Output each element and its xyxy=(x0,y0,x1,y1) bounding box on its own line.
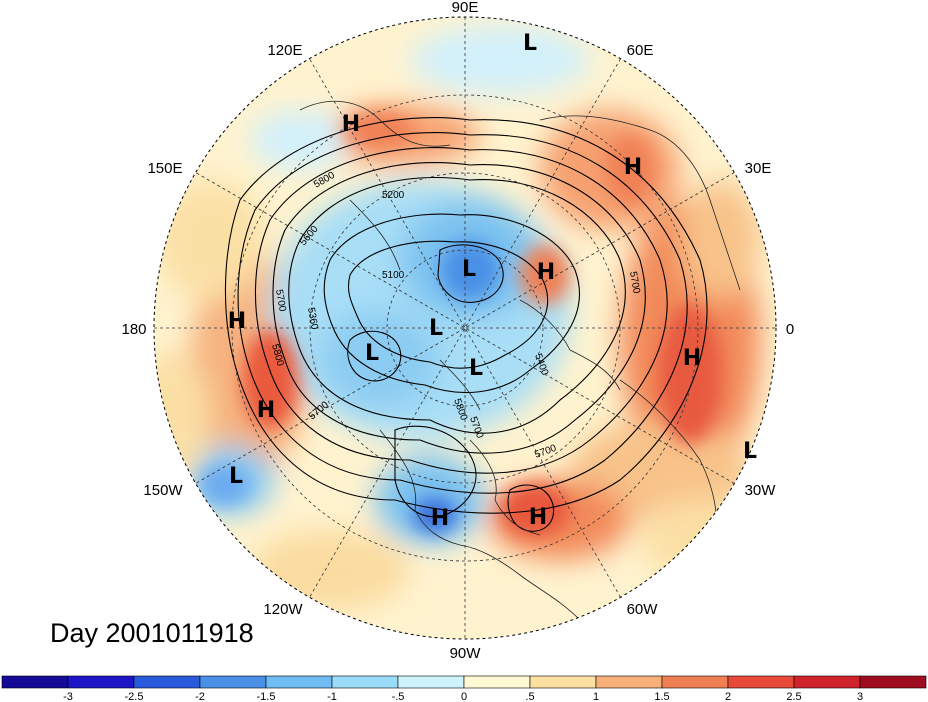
colorbar-box xyxy=(595,675,663,689)
low-center-label: L xyxy=(229,464,243,489)
colorbar-box xyxy=(793,675,861,689)
colorbar-tick-label: -3 xyxy=(63,691,73,702)
anomaly-shading xyxy=(154,17,776,639)
lon-label-60e: 60E xyxy=(627,42,654,59)
colorbar-boxes xyxy=(1,675,927,689)
lon-label-180: 180 xyxy=(121,321,146,338)
colorbar-tick-label: -2 xyxy=(195,691,205,702)
colorbar-tick-label: 0 xyxy=(461,691,467,702)
lon-label-60w: 60W xyxy=(627,601,659,618)
low-center-label: L xyxy=(462,257,476,282)
low-center-label: L xyxy=(365,341,379,366)
low-center-label: L xyxy=(469,356,483,381)
colorbar-tick-label: 2 xyxy=(725,691,731,702)
lon-label-120w: 120W xyxy=(263,601,303,618)
pressure-centers: L H H H L H H L L L L H H L H xyxy=(228,31,757,531)
longitude-labels: 90E 60E 30E 0 30W 60W 90W 120W 150W 180 … xyxy=(121,0,794,662)
lon-label-150w: 150W xyxy=(143,482,183,499)
colorbar-ticks: -3 -2.5 -2 -1.5 -1 -.5 0 .5 1 1.5 2 2.5 3 xyxy=(63,691,863,702)
height-contours xyxy=(224,117,708,532)
colorbar-box xyxy=(67,675,135,689)
high-center-label: H xyxy=(431,506,449,531)
contour-labels: 5800 5600 5700 5360 5700 5800 5700 5400 … xyxy=(269,170,642,461)
high-center-label: H xyxy=(257,398,275,423)
colorbar-box xyxy=(397,675,465,689)
lon-label-30e: 30E xyxy=(745,160,772,177)
colorbar-box xyxy=(199,675,267,689)
map-boundary xyxy=(153,16,777,640)
colorbar-box xyxy=(331,675,399,689)
lon-label-90e: 90E xyxy=(452,0,479,16)
colorbar-box xyxy=(529,675,597,689)
lon-label-120e: 120E xyxy=(267,42,302,59)
colorbar-tick-label: -1 xyxy=(327,691,337,702)
high-center-label: H xyxy=(624,155,642,180)
colorbar-tick-label: 2.5 xyxy=(786,691,801,702)
day-label: Day 2001011918 xyxy=(50,618,254,648)
colorbar-box xyxy=(661,675,729,689)
colorbar-tick-label: -.5 xyxy=(392,691,405,702)
lon-label-90w: 90W xyxy=(450,645,482,662)
colorbar-box xyxy=(265,675,333,689)
colorbar-tick-label: -2.5 xyxy=(125,691,144,702)
colorbar-tick-label: 1 xyxy=(593,691,599,702)
high-center-label: H xyxy=(529,505,547,530)
colorbar-tick-label: 1.5 xyxy=(654,691,669,702)
high-center-label: H xyxy=(537,260,555,285)
low-center-label: L xyxy=(429,316,443,341)
colorbar-tick-label: .5 xyxy=(525,691,534,702)
contour-label: 5700 xyxy=(627,271,642,295)
colorbar-box xyxy=(463,675,531,689)
colorbar-box xyxy=(1,675,69,689)
colorbar-box xyxy=(859,675,927,689)
high-center-label: H xyxy=(342,112,360,137)
high-center-label: H xyxy=(228,309,246,334)
low-center-label: L xyxy=(743,439,757,464)
colorbar-tick-label: -1.5 xyxy=(257,691,276,702)
colorbar-box xyxy=(133,675,201,689)
contour-label: 5360 xyxy=(305,307,320,331)
contour-label: 5100 xyxy=(382,270,405,281)
contour-label: 5200 xyxy=(382,190,405,201)
lon-label-150e: 150E xyxy=(147,160,182,177)
colorbar-box xyxy=(727,675,795,689)
high-center-label: H xyxy=(683,346,701,371)
colorbar-tick-label: 3 xyxy=(857,691,863,702)
lon-label-30w: 30W xyxy=(745,482,777,499)
low-center-label: L xyxy=(523,31,537,56)
graticule xyxy=(154,17,776,639)
contour-label: 5700 xyxy=(273,289,288,313)
lon-label-0: 0 xyxy=(786,321,794,338)
